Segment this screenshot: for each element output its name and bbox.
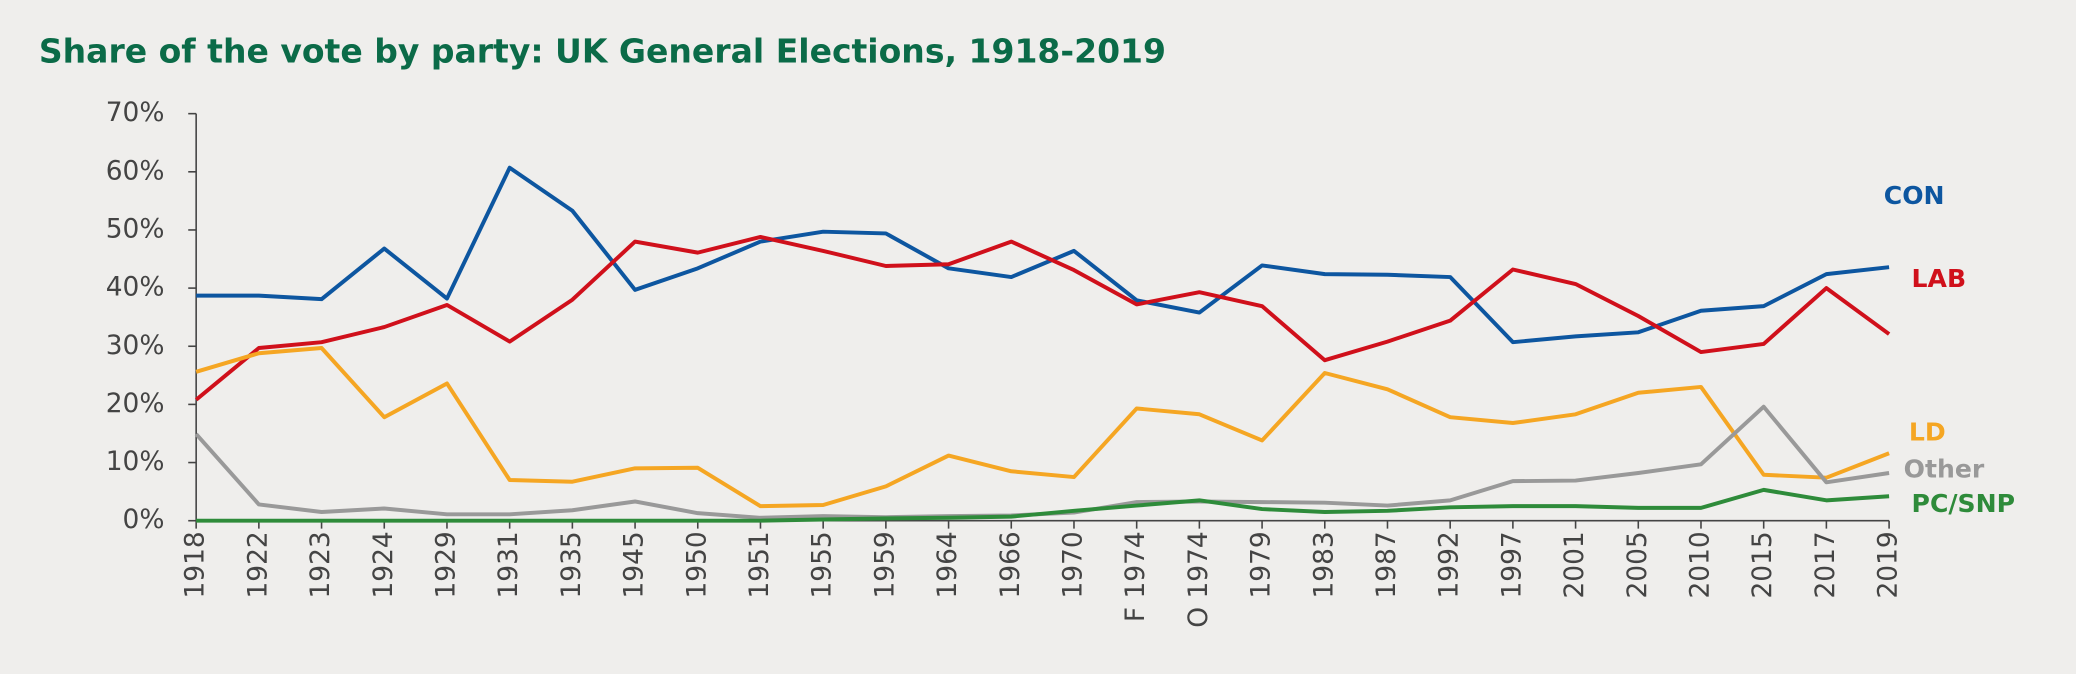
y-tick-label: 30% [106,330,165,361]
x-tick-label: 1983 [1308,531,1339,598]
x-tick-label: 2005 [1622,531,1653,598]
x-tick-label: 1945 [619,531,650,598]
legend-label: LAB [1912,264,1967,293]
legend-label: CON [1884,181,1945,210]
x-tick-label: 1951 [744,531,775,598]
series-line [196,165,1890,345]
x-tick-label: 1992 [1434,531,1465,598]
x-tick-label: 1923 [305,531,336,598]
x-tick-label: 1987 [1371,531,1402,598]
y-tick-label: 60% [106,155,165,186]
x-tick-label: 2001 [1559,531,1590,598]
legend-label: Other [1904,454,1985,483]
x-tick-label: 1955 [807,531,838,598]
x-tick-label: 1964 [932,531,963,598]
x-tick-label: 2017 [1810,531,1841,598]
x-tick-label: 2015 [1747,531,1778,598]
chart-title: Share of the vote by party: UK General E… [39,31,1166,70]
x-tick-label: 1922 [242,531,273,598]
x-tick-label: 1918 [180,531,211,598]
y-tick-label: 10% [106,446,165,477]
x-tick-label: 2010 [1684,531,1715,598]
x-tick-label: 1950 [681,531,712,598]
x-tick-label: 2019 [1873,531,1904,598]
y-tick-label: 70% [106,97,165,128]
x-tick-label: 1966 [995,531,1026,598]
series-line [194,234,1891,402]
x-tick-label: 1924 [368,531,399,598]
x-tick-label: O 1974 [1183,531,1214,627]
y-tick-label: 20% [106,388,165,419]
series-line [195,346,1890,509]
x-tick-label: 1997 [1496,531,1527,598]
x-tick-label: 1959 [869,531,900,598]
x-tick-label: 1970 [1057,531,1088,598]
x-tick-label: F 1974 [1120,531,1151,622]
legend-label: PC/SNP [1912,489,2015,518]
x-tick-label: 1935 [556,531,587,598]
x-tick-label: 1931 [493,531,524,598]
x-tick-label: 1979 [1246,531,1277,598]
x-tick-label: 1929 [430,531,461,598]
y-tick-label: 40% [106,272,165,303]
series-line [196,487,1890,523]
y-tick-label: 50% [106,213,165,244]
legend-label: LD [1909,417,1946,446]
y-tick-label: 0% [123,504,165,535]
